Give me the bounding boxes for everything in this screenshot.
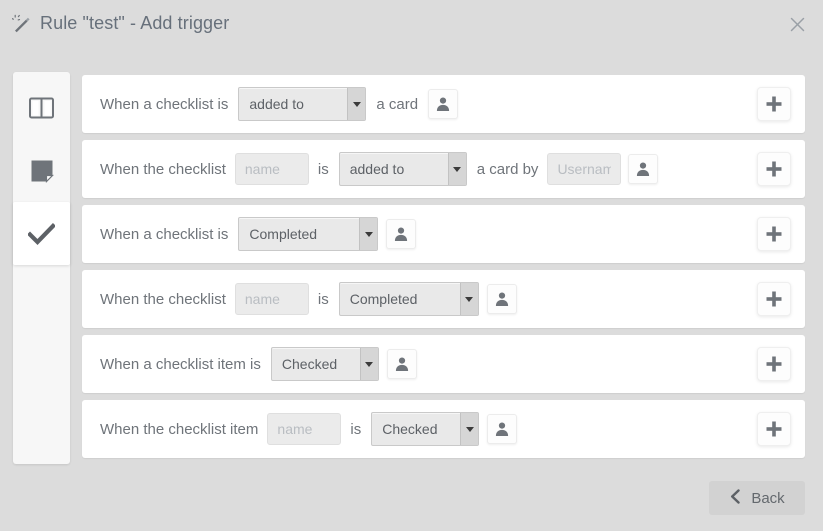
chevron-down-icon	[359, 348, 378, 380]
trigger-text-before: When a checklist is	[100, 225, 229, 243]
chevron-down-icon	[447, 153, 466, 185]
person-icon	[635, 161, 651, 177]
checklist-name-input[interactable]	[234, 153, 309, 185]
trigger-text-before: When the checklist	[100, 290, 226, 308]
board-columns-icon	[29, 97, 54, 119]
person-icon	[435, 96, 451, 112]
select-checklist-state[interactable]: Completed	[238, 217, 379, 251]
table-row: When the checklist item is Checked	[82, 400, 805, 458]
plus-icon	[765, 225, 783, 243]
trigger-row-checklist-completed: When a checklist is Completed	[94, 217, 749, 251]
plus-icon	[765, 355, 783, 373]
checkmark-icon	[28, 222, 55, 245]
magic-wand-icon	[11, 14, 32, 34]
trigger-text-middle: is	[350, 420, 362, 438]
add-trigger-button[interactable]	[757, 152, 791, 186]
username-input[interactable]	[547, 153, 622, 185]
sidebar-item-checklist[interactable]	[13, 202, 70, 265]
add-trigger-button[interactable]	[757, 347, 791, 381]
user-filter-button[interactable]	[428, 89, 459, 119]
checklist-name-input[interactable]	[234, 283, 309, 315]
select-checklist-item-state[interactable]: Checked	[371, 412, 480, 446]
select-checklist-action[interactable]: added to	[238, 87, 367, 121]
select-value: added to	[249, 96, 304, 112]
table-row: When a checklist item is Checked	[82, 335, 805, 393]
add-trigger-button[interactable]	[757, 87, 791, 121]
trigger-text-middle: is	[317, 160, 329, 178]
chevron-down-icon	[460, 413, 479, 445]
chevron-down-icon	[347, 88, 366, 120]
page-title: Rule "test" - Add trigger	[40, 13, 230, 33]
select-value: Checked	[382, 421, 438, 437]
select-checklist-state[interactable]: Completed	[338, 282, 479, 316]
trigger-text-after: a card by	[476, 160, 539, 178]
chevron-down-icon	[359, 218, 378, 250]
plus-icon	[765, 290, 783, 308]
add-trigger-button[interactable]	[757, 412, 791, 446]
user-filter-button[interactable]	[386, 219, 417, 249]
person-icon	[393, 226, 409, 242]
plus-icon	[765, 160, 783, 178]
chevron-down-icon	[459, 283, 478, 315]
title-wrap: Rule "test" - Add trigger	[11, 13, 230, 34]
chevron-left-icon	[729, 489, 741, 507]
person-icon	[494, 291, 510, 307]
trigger-text-before: When a checklist is	[100, 95, 229, 113]
sidebar	[13, 72, 70, 464]
add-trigger-button[interactable]	[757, 282, 791, 316]
trigger-row-named-checklist-added-to-card-by-user: When the checklist is added to a card by	[94, 152, 749, 186]
trigger-text-middle: is	[317, 290, 329, 308]
trigger-row-checklist-added-to-card: When a checklist is added to a card	[94, 87, 749, 121]
trigger-row-checklist-item-checked: When a checklist item is Checked	[94, 347, 749, 381]
trigger-row-named-checklist-completed: When the checklist is Completed	[94, 282, 749, 316]
trigger-text-before: When the checklist	[100, 160, 226, 178]
trigger-text-before: When the checklist item	[100, 420, 259, 438]
select-value: added to	[349, 161, 405, 177]
checklist-item-name-input[interactable]	[267, 413, 342, 445]
back-button[interactable]: Back	[709, 481, 805, 515]
card-icon	[30, 159, 54, 183]
plus-icon	[765, 95, 783, 113]
close-icon	[790, 17, 805, 32]
table-row: When the checklist is added to a card by	[82, 140, 805, 198]
select-checklist-item-state[interactable]: Checked	[270, 347, 379, 381]
add-trigger-button[interactable]	[757, 217, 791, 251]
table-row: When the checklist is Completed	[82, 270, 805, 328]
trigger-text-before: When a checklist item is	[100, 355, 261, 373]
select-value: Completed	[249, 226, 318, 242]
person-icon	[394, 356, 410, 372]
user-filter-button[interactable]	[386, 349, 417, 379]
select-value: Checked	[281, 356, 338, 372]
title-bar: Rule "test" - Add trigger	[0, 0, 823, 47]
person-icon	[494, 421, 510, 437]
footer: Back	[0, 479, 823, 531]
trigger-text-after: a card	[376, 95, 419, 113]
sidebar-item-board[interactable]	[13, 76, 70, 139]
select-checklist-action[interactable]: added to	[338, 152, 467, 186]
table-row: When a checklist is Completed	[82, 205, 805, 263]
user-filter-button[interactable]	[628, 154, 659, 184]
sidebar-item-card[interactable]	[13, 139, 70, 202]
user-filter-button[interactable]	[486, 284, 517, 314]
close-button[interactable]	[781, 8, 813, 40]
plus-icon	[765, 420, 783, 438]
user-filter-button[interactable]	[487, 414, 518, 444]
select-value: Completed	[349, 291, 418, 307]
back-button-label: Back	[751, 489, 785, 507]
table-row: When a checklist is added to a card	[82, 75, 805, 133]
trigger-list: When a checklist is added to a card	[82, 75, 805, 465]
trigger-row-named-checklist-item-checked: When the checklist item is Checked	[94, 412, 749, 446]
